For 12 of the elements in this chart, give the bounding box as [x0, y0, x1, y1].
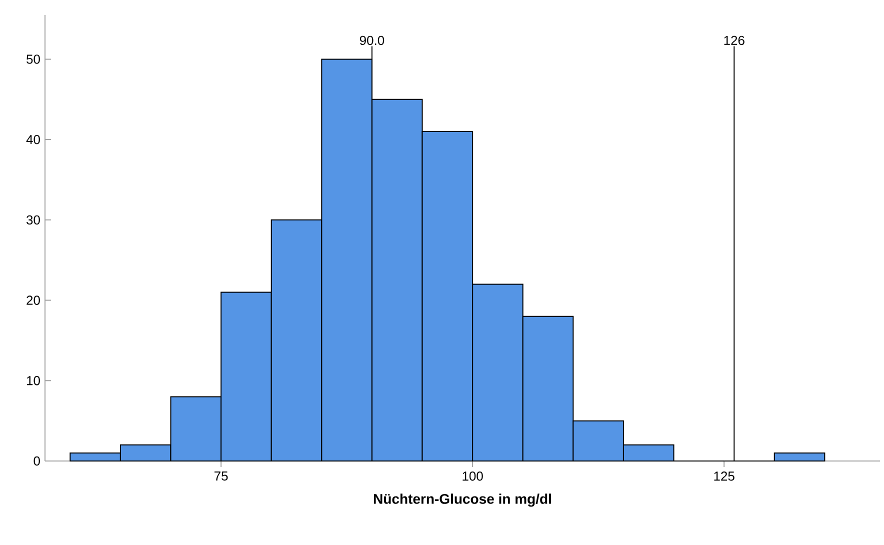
ref-line-label: 90.0 [360, 36, 384, 46]
y-tick-label: 50 [26, 54, 40, 64]
ref-line-label: 126 [724, 36, 744, 46]
y-tick-label: 20 [26, 296, 40, 305]
y-tick-label: 40 [26, 134, 40, 144]
y-tick-label: 30 [26, 215, 40, 225]
x-tick-label: 75 [214, 472, 228, 481]
x-tick-label: 100 [462, 472, 483, 481]
x-tick-label: 125 [714, 472, 734, 481]
x-axis-title: Nüchtern-Glucose in mg/dl [374, 494, 551, 507]
y-tick-label: 10 [26, 376, 40, 386]
y-tick-label: 0 [34, 456, 40, 466]
